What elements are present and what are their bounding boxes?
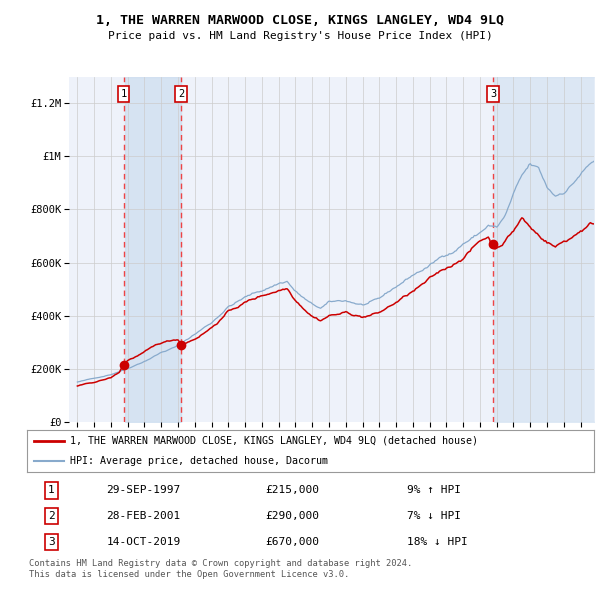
- Text: 3: 3: [48, 537, 55, 548]
- Text: 7% ↓ HPI: 7% ↓ HPI: [407, 511, 461, 521]
- Text: £215,000: £215,000: [265, 486, 319, 496]
- Text: 18% ↓ HPI: 18% ↓ HPI: [407, 537, 467, 548]
- Text: £290,000: £290,000: [265, 511, 319, 521]
- Text: 28-FEB-2001: 28-FEB-2001: [106, 511, 181, 521]
- Text: 1: 1: [121, 89, 127, 99]
- Text: Contains HM Land Registry data © Crown copyright and database right 2024.
This d: Contains HM Land Registry data © Crown c…: [29, 559, 412, 579]
- Text: 14-OCT-2019: 14-OCT-2019: [106, 537, 181, 548]
- Text: 2: 2: [48, 511, 55, 521]
- Text: 9% ↑ HPI: 9% ↑ HPI: [407, 486, 461, 496]
- Text: 29-SEP-1997: 29-SEP-1997: [106, 486, 181, 496]
- Text: Price paid vs. HM Land Registry's House Price Index (HPI): Price paid vs. HM Land Registry's House …: [107, 31, 493, 41]
- Text: 3: 3: [490, 89, 496, 99]
- Text: 1, THE WARREN MARWOOD CLOSE, KINGS LANGLEY, WD4 9LQ (detached house): 1, THE WARREN MARWOOD CLOSE, KINGS LANGL…: [70, 436, 478, 446]
- Text: HPI: Average price, detached house, Dacorum: HPI: Average price, detached house, Daco…: [70, 455, 328, 466]
- Text: 2: 2: [178, 89, 184, 99]
- Text: £670,000: £670,000: [265, 537, 319, 548]
- Text: 1: 1: [48, 486, 55, 496]
- Text: 1, THE WARREN MARWOOD CLOSE, KINGS LANGLEY, WD4 9LQ: 1, THE WARREN MARWOOD CLOSE, KINGS LANGL…: [96, 14, 504, 27]
